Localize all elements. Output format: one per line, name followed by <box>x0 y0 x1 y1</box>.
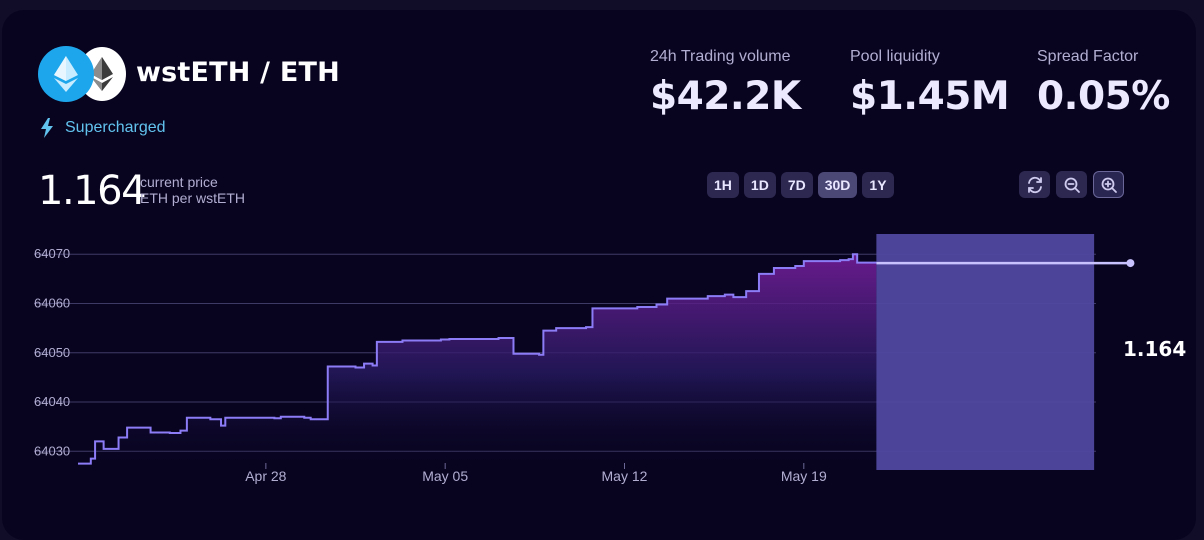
range-button-1h[interactable]: 1H <box>707 172 739 198</box>
current-price-tag: 1.164 <box>1123 337 1187 361</box>
range-button-1d[interactable]: 1D <box>743 172 776 198</box>
range-button-7d[interactable]: 7D <box>780 172 813 198</box>
time-range-selector: 1H 1D 7D 30D 1Y <box>707 172 894 198</box>
pool-card <box>2 10 1196 540</box>
supercharged-badge: Supercharged <box>40 118 166 138</box>
stat-label: Pool liquidity <box>850 48 940 65</box>
stat-pool-liquidity: Pool liquidity $1.45M <box>850 48 1010 119</box>
current-price-line2: ETH per wstETH <box>140 190 246 206</box>
range-button-1y[interactable]: 1Y <box>862 172 894 198</box>
stat-value: $1.45M <box>850 74 1010 119</box>
stat-spread-factor: Spread Factor 0.05% <box>1037 48 1170 119</box>
supercharged-label: Supercharged <box>65 119 166 136</box>
current-price-line1: current price <box>140 174 218 190</box>
zoom-in-icon <box>1101 177 1117 193</box>
stat-value: 0.05% <box>1037 74 1170 119</box>
refresh-icon <box>1027 176 1042 193</box>
pool-title: wstETH / ETH <box>136 57 340 88</box>
range-button-30d[interactable]: 30D <box>817 172 858 198</box>
stat-label: Spread Factor <box>1037 48 1139 65</box>
current-price-caption: current price ETH per wstETH <box>140 174 245 206</box>
zoom-out-button[interactable] <box>1056 171 1087 198</box>
wsteth-icon <box>38 46 94 102</box>
stat-label: 24h Trading volume <box>650 48 791 65</box>
zoom-in-button[interactable] <box>1093 171 1124 198</box>
stat-value: $42.2K <box>650 74 801 119</box>
stat-trading-volume: 24h Trading volume $42.2K <box>650 48 801 119</box>
zoom-out-icon <box>1064 177 1080 193</box>
chart-tools <box>1019 171 1124 198</box>
current-price: 1.164 <box>38 168 147 214</box>
refresh-button[interactable] <box>1019 171 1050 198</box>
lightning-icon <box>41 118 53 138</box>
